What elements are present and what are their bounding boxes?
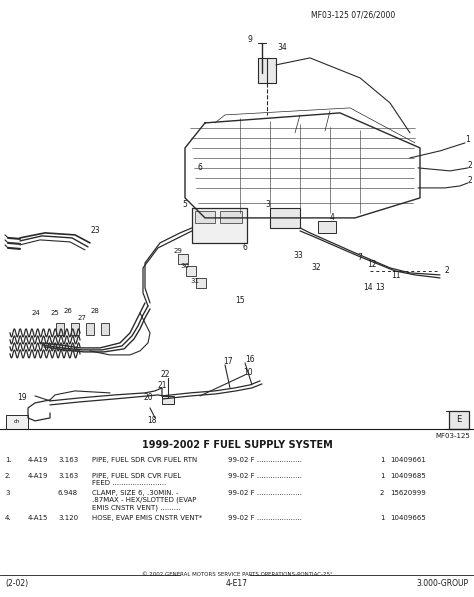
Text: MF03-125 07/26/2000: MF03-125 07/26/2000 xyxy=(311,10,395,20)
Text: 1: 1 xyxy=(380,457,384,463)
Text: 15620999: 15620999 xyxy=(390,490,426,496)
Text: 34: 34 xyxy=(277,44,287,53)
Text: 10: 10 xyxy=(243,368,253,377)
Text: 4-A19: 4-A19 xyxy=(28,473,48,479)
Text: 16: 16 xyxy=(245,355,255,364)
Bar xyxy=(6,415,28,429)
Text: 6.948: 6.948 xyxy=(58,490,78,496)
Text: 2: 2 xyxy=(468,176,473,186)
Text: 4-A19: 4-A19 xyxy=(28,457,48,463)
Text: 3.000-GROUP: 3.000-GROUP xyxy=(417,579,469,588)
Bar xyxy=(192,208,247,243)
Text: 25: 25 xyxy=(51,310,59,316)
Bar xyxy=(71,323,79,335)
Bar xyxy=(196,278,206,288)
Text: 1.: 1. xyxy=(5,457,12,463)
Bar xyxy=(449,411,469,429)
Text: 26: 26 xyxy=(64,308,73,314)
Bar xyxy=(178,254,188,264)
Bar xyxy=(56,323,64,335)
Text: 3: 3 xyxy=(265,201,271,210)
Text: 32: 32 xyxy=(311,263,321,272)
Bar xyxy=(270,208,300,228)
Bar xyxy=(186,266,196,276)
Text: © 2002 GENERAL MOTORS SERVICE PARTS OPERATIONS-PONTIAC-25°: © 2002 GENERAL MOTORS SERVICE PARTS OPER… xyxy=(142,572,332,577)
Bar xyxy=(195,211,215,223)
Text: 30: 30 xyxy=(181,263,190,269)
Text: 3.163: 3.163 xyxy=(58,457,78,463)
Text: 15: 15 xyxy=(235,296,245,306)
Bar xyxy=(162,396,174,404)
Text: 22: 22 xyxy=(160,370,170,380)
Bar xyxy=(318,221,336,233)
Text: 6: 6 xyxy=(243,244,247,253)
Text: 31: 31 xyxy=(191,278,200,284)
Text: 99-02 F ....................: 99-02 F .................... xyxy=(228,490,302,496)
Text: 9: 9 xyxy=(247,35,253,44)
Text: 1: 1 xyxy=(465,136,470,144)
Text: 10409661: 10409661 xyxy=(390,457,426,463)
Text: 99-02 F ....................: 99-02 F .................... xyxy=(228,457,302,463)
Text: 11: 11 xyxy=(391,272,401,281)
Text: 24: 24 xyxy=(32,310,40,316)
Text: 2: 2 xyxy=(468,161,473,170)
Text: PIPE, FUEL SDR CVR FUEL RTN: PIPE, FUEL SDR CVR FUEL RTN xyxy=(92,457,197,463)
Text: 4-A15: 4-A15 xyxy=(28,515,48,521)
Text: 20: 20 xyxy=(143,393,153,402)
Text: 19: 19 xyxy=(17,393,27,402)
Text: 1: 1 xyxy=(380,473,384,479)
Bar xyxy=(101,323,109,335)
Bar xyxy=(258,58,276,83)
Text: 4-E17: 4-E17 xyxy=(226,579,248,588)
Text: 33: 33 xyxy=(293,251,303,260)
Text: CLAMP, SIZE 6, .30MIN. -
.87MAX - HEX/SLOTTED (EVAP
EMIS CNSTR VENT) .........: CLAMP, SIZE 6, .30MIN. - .87MAX - HEX/SL… xyxy=(92,490,196,511)
Text: PIPE, FUEL SDR CVR FUEL
FEED ........................: PIPE, FUEL SDR CVR FUEL FEED ...........… xyxy=(92,473,181,486)
Text: E: E xyxy=(456,416,462,424)
Text: 3.163: 3.163 xyxy=(58,473,78,479)
Text: 27: 27 xyxy=(78,315,86,321)
Text: 3.120: 3.120 xyxy=(58,515,78,521)
Text: 28: 28 xyxy=(91,308,100,314)
Text: HOSE, EVAP EMIS CNSTR VENT*: HOSE, EVAP EMIS CNSTR VENT* xyxy=(92,515,202,521)
Text: 21: 21 xyxy=(157,381,167,390)
Text: 1999-2002 F FUEL SUPPLY SYSTEM: 1999-2002 F FUEL SUPPLY SYSTEM xyxy=(142,440,332,450)
Text: 17: 17 xyxy=(223,358,233,367)
Text: 2: 2 xyxy=(380,490,384,496)
Text: 29: 29 xyxy=(173,248,182,254)
Text: 3: 3 xyxy=(5,490,9,496)
Text: 10409685: 10409685 xyxy=(390,473,426,479)
Text: 6: 6 xyxy=(198,164,202,173)
Text: 2.: 2. xyxy=(5,473,12,479)
Text: 7: 7 xyxy=(357,253,363,263)
Text: MF03-125: MF03-125 xyxy=(435,433,470,439)
Text: 10409665: 10409665 xyxy=(390,515,426,521)
Text: 1: 1 xyxy=(380,515,384,521)
Text: 99-02 F ....................: 99-02 F .................... xyxy=(228,473,302,479)
Text: 12: 12 xyxy=(367,260,377,269)
Text: 99-02 F ....................: 99-02 F .................... xyxy=(228,515,302,521)
Bar xyxy=(86,323,94,335)
Text: 23: 23 xyxy=(90,226,100,235)
Bar xyxy=(220,211,242,223)
Text: 13: 13 xyxy=(375,284,385,293)
Text: (2-02): (2-02) xyxy=(5,579,28,588)
Text: 18: 18 xyxy=(147,416,157,426)
Text: 14: 14 xyxy=(363,284,373,293)
Text: 2: 2 xyxy=(445,266,449,275)
Text: 5: 5 xyxy=(182,201,187,210)
Text: ch: ch xyxy=(14,420,20,424)
Text: 4.: 4. xyxy=(5,515,12,521)
Text: 4: 4 xyxy=(329,213,335,223)
